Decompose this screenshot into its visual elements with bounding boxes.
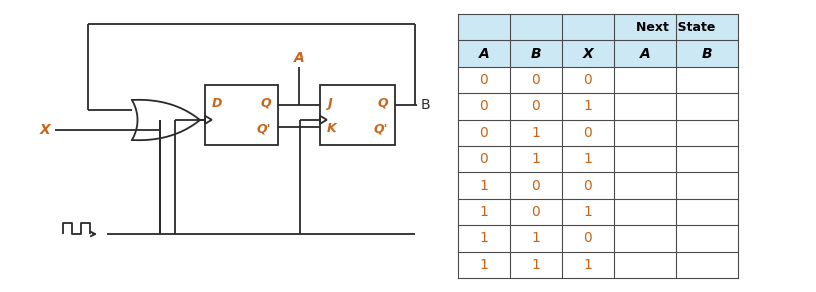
Text: Next  State: Next State (636, 21, 716, 34)
Bar (676, 172, 738, 199)
Bar (676, 120, 738, 146)
Bar (676, 40, 738, 67)
Bar (562, 199, 614, 225)
Text: 1: 1 (583, 152, 592, 166)
Text: X: X (39, 123, 50, 137)
Bar (510, 120, 562, 146)
Bar (458, 93, 510, 120)
Text: B: B (702, 47, 712, 61)
Text: A: A (294, 51, 304, 65)
Bar (458, 146, 510, 172)
Text: 0: 0 (480, 99, 488, 113)
Bar (510, 40, 562, 67)
Bar (614, 120, 676, 146)
Bar (562, 252, 614, 278)
Bar (458, 199, 510, 225)
Text: 1: 1 (531, 258, 540, 272)
Bar (562, 40, 614, 67)
Bar (510, 93, 562, 120)
Bar (458, 67, 510, 93)
Bar (676, 146, 738, 172)
Text: 0: 0 (583, 231, 592, 245)
Bar (614, 225, 676, 252)
Text: A: A (479, 47, 490, 61)
Text: 1: 1 (480, 258, 489, 272)
Bar (562, 93, 614, 120)
Bar (562, 14, 614, 40)
Text: 1: 1 (531, 152, 540, 166)
Text: 0: 0 (480, 152, 488, 166)
Bar (510, 146, 562, 172)
Bar (510, 199, 562, 225)
Text: 0: 0 (480, 126, 488, 140)
Text: 0: 0 (583, 179, 592, 193)
Text: D: D (212, 97, 223, 110)
Bar (562, 225, 614, 252)
Bar (458, 225, 510, 252)
Bar (676, 14, 738, 40)
Bar (458, 172, 510, 199)
Bar (676, 93, 738, 120)
Text: 0: 0 (532, 99, 540, 113)
Bar (510, 225, 562, 252)
Bar (676, 67, 738, 93)
Text: 0: 0 (532, 179, 540, 193)
Bar (676, 252, 738, 278)
Bar (458, 120, 510, 146)
Text: 1: 1 (480, 205, 489, 219)
Bar (614, 252, 676, 278)
Text: 1: 1 (583, 258, 592, 272)
Bar (562, 172, 614, 199)
Text: 0: 0 (532, 205, 540, 219)
Bar (614, 93, 676, 120)
Text: A: A (640, 47, 650, 61)
Text: Q': Q' (256, 122, 271, 135)
Bar (320, 85, 395, 145)
Bar (562, 146, 614, 172)
Bar (614, 146, 676, 172)
Text: B: B (421, 98, 431, 112)
Bar (562, 120, 614, 146)
Bar (510, 14, 562, 40)
Text: 1: 1 (480, 179, 489, 193)
Text: 0: 0 (583, 73, 592, 87)
Bar (510, 252, 562, 278)
Text: B: B (530, 47, 541, 61)
Bar (614, 67, 676, 93)
Text: 1: 1 (583, 205, 592, 219)
Bar (614, 14, 676, 40)
Bar (676, 225, 738, 252)
Bar (614, 40, 676, 67)
Bar (614, 199, 676, 225)
Text: Q: Q (260, 97, 271, 110)
Text: 1: 1 (583, 99, 592, 113)
Bar (458, 40, 510, 67)
Bar (614, 172, 676, 199)
Text: 1: 1 (531, 126, 540, 140)
Bar (458, 14, 510, 40)
Text: 1: 1 (531, 231, 540, 245)
Text: 0: 0 (532, 73, 540, 87)
Bar (676, 199, 738, 225)
Text: 1: 1 (480, 231, 489, 245)
Text: X: X (583, 47, 593, 61)
Bar (510, 172, 562, 199)
Text: 0: 0 (583, 126, 592, 140)
Text: J: J (327, 97, 331, 110)
Text: Q: Q (377, 97, 388, 110)
Text: K: K (327, 122, 337, 135)
Text: Q': Q' (374, 122, 388, 135)
Bar (205, 85, 278, 145)
Bar (510, 67, 562, 93)
Bar (562, 67, 614, 93)
Bar (458, 252, 510, 278)
Text: 0: 0 (480, 73, 488, 87)
